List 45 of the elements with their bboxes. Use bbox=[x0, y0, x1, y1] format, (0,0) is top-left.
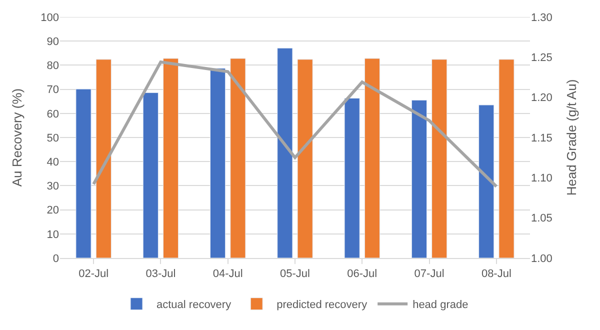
bar bbox=[210, 68, 226, 258]
x-tick-label: 05-Jul bbox=[280, 268, 310, 280]
x-tick-label: 04-Jul bbox=[212, 268, 243, 280]
y-tick-label: 100 bbox=[40, 12, 59, 24]
x-tick-label: 06-Jul bbox=[347, 268, 378, 280]
y-tick-label: 60 bbox=[46, 108, 59, 120]
x-tick-label: 02-Jul bbox=[78, 268, 109, 280]
bar bbox=[498, 59, 514, 258]
y2-tick-label: 1.20 bbox=[531, 92, 552, 104]
bar bbox=[277, 48, 293, 258]
y-tick-label: 50 bbox=[46, 132, 59, 144]
y-tick-label: 40 bbox=[46, 156, 59, 168]
y2-axis-title: Head Grade (g/t Au) bbox=[564, 79, 580, 196]
legend-label: predicted recovery bbox=[276, 299, 368, 312]
y2-tick-label: 1.25 bbox=[531, 52, 552, 64]
y-tick-label: 20 bbox=[46, 204, 59, 217]
bar bbox=[432, 59, 448, 258]
y2-tick-label: 1.00 bbox=[531, 252, 552, 265]
x-tick-label: 08-Jul bbox=[481, 268, 512, 280]
bar bbox=[411, 100, 428, 258]
y-tick-label: 90 bbox=[46, 36, 59, 48]
y2-tick-label: 1.05 bbox=[531, 212, 552, 225]
y2-tick-label: 1.30 bbox=[531, 12, 552, 24]
legend-label: actual recovery bbox=[156, 299, 232, 312]
bar bbox=[96, 59, 112, 258]
y-tick-label: 30 bbox=[46, 180, 59, 193]
y-axis-title: Au Recovery (%) bbox=[10, 88, 25, 187]
bar bbox=[76, 88, 92, 258]
bar bbox=[230, 58, 246, 258]
bar bbox=[162, 58, 179, 258]
line-series bbox=[92, 60, 498, 188]
y-tick-label: 0 bbox=[52, 252, 59, 265]
y2-tick-label: 1.10 bbox=[531, 172, 552, 185]
y2-tick-label: 1.15 bbox=[531, 132, 552, 144]
bar bbox=[364, 58, 380, 258]
legend-label: head grade bbox=[412, 299, 468, 312]
y-tick-label: 80 bbox=[46, 60, 59, 72]
y-tick-label: 70 bbox=[46, 84, 59, 96]
y-tick-label: 10 bbox=[46, 228, 59, 241]
x-tick-label: 07-Jul bbox=[414, 268, 444, 280]
x-tick-label: 03-Jul bbox=[146, 268, 176, 280]
bar bbox=[344, 98, 360, 258]
bar bbox=[478, 104, 494, 258]
bar bbox=[297, 59, 313, 258]
bar bbox=[142, 92, 158, 258]
